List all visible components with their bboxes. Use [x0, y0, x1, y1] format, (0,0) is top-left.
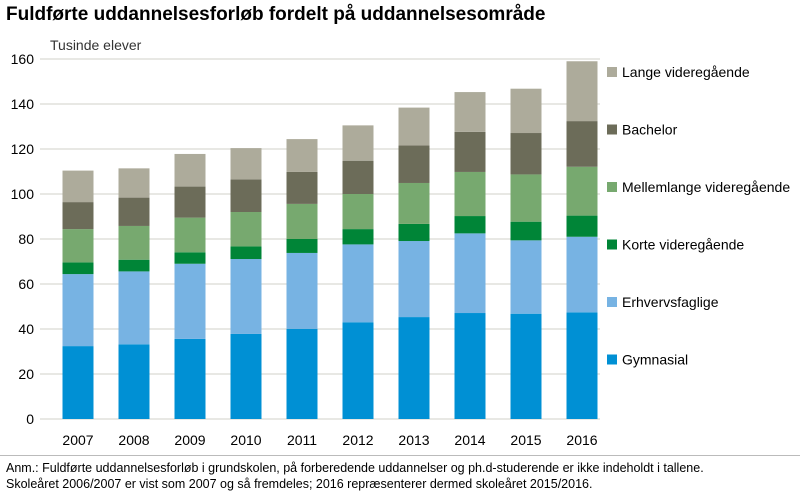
bar-segment	[230, 333, 262, 419]
x-tick-label: 2016	[566, 432, 597, 448]
bar-segment	[230, 212, 262, 247]
bar-segment	[510, 313, 542, 419]
bar-segment	[286, 328, 318, 419]
bar-segment	[566, 166, 598, 216]
bar-segment	[118, 168, 150, 198]
bar-segment	[510, 240, 542, 314]
bar-segment	[454, 313, 486, 419]
bar-segment	[286, 252, 318, 329]
bar-segment	[286, 171, 318, 204]
bar-segment	[118, 344, 150, 419]
bar-segment	[398, 241, 430, 318]
bar-segment	[174, 338, 206, 419]
x-tick-label: 2010	[230, 432, 261, 448]
y-tick-label: 100	[11, 186, 35, 202]
bar-segment	[118, 271, 150, 345]
bar-segment	[286, 239, 318, 253]
x-tick-label: 2012	[342, 432, 373, 448]
bar-segment	[566, 215, 598, 237]
bar-segment	[62, 274, 94, 347]
bar-segment	[454, 233, 486, 314]
legend-label: Lange videregående	[622, 64, 750, 80]
bar-segment	[118, 197, 150, 226]
stacked-bar-chart: 0 20 40 60 80 100 120 140 160 Tusinde elever 2007 2…	[11, 37, 791, 448]
bar-segment	[118, 225, 150, 260]
footnote-line-1: Anm.: Fuldførte uddannelsesforløb i grun…	[6, 461, 704, 475]
bar-segment	[566, 312, 598, 419]
y-tick-label: 0	[26, 411, 34, 427]
bar-segment	[398, 317, 430, 419]
y-tick-label: 140	[11, 96, 35, 112]
bar-segment	[174, 153, 206, 187]
x-tick-label: 2008	[118, 432, 149, 448]
bar-segment	[62, 202, 94, 230]
y-tick-label: 80	[18, 231, 34, 247]
legend-swatch	[607, 124, 617, 135]
bar-segment	[510, 174, 542, 222]
x-tick-label: 2014	[454, 432, 485, 448]
bar-segment	[230, 246, 262, 260]
bar-segment	[398, 182, 430, 224]
bar-segment	[230, 148, 262, 180]
bar-segment	[566, 121, 598, 167]
legend-swatch	[607, 239, 617, 250]
bar-segment	[118, 259, 150, 272]
legend-swatch	[607, 297, 617, 307]
legend-label: Mellemlange videregående	[622, 179, 790, 195]
y-axis-label: Tusinde elever	[50, 37, 142, 53]
y-tick-label: 40	[18, 321, 34, 337]
bar-segment	[342, 160, 374, 194]
bar-segment	[174, 252, 206, 264]
chart-title: Fuldførte uddannelsesforløb fordelt på u…	[6, 4, 546, 25]
bar-segment	[454, 216, 486, 234]
bar-segment	[454, 131, 486, 172]
bar-segment	[342, 125, 374, 161]
bar-segment	[230, 259, 262, 334]
bar-segment	[62, 170, 94, 203]
bar-segment	[62, 346, 94, 419]
bar-segment	[454, 92, 486, 132]
legend-label: Korte videregående	[622, 237, 744, 253]
x-tick-label: 2009	[174, 432, 205, 448]
y-tick-label: 160	[11, 51, 35, 67]
y-tick-label: 20	[18, 366, 34, 382]
bar-segment	[286, 139, 318, 172]
x-tick-label: 2013	[398, 432, 429, 448]
bar-segment	[342, 194, 374, 230]
bar-segment	[174, 186, 206, 218]
bar-segment	[510, 133, 542, 175]
bar-segment	[62, 229, 94, 263]
legend-label: Gymnasial	[622, 352, 688, 368]
legend-label: Bachelor	[622, 122, 678, 138]
bar-segment	[342, 322, 374, 419]
legend-swatch	[607, 354, 617, 365]
bar-segment	[342, 244, 374, 323]
bar-segment	[398, 145, 430, 183]
divider	[0, 455, 800, 456]
legend-swatch	[607, 67, 617, 77]
bar-segment	[510, 88, 542, 134]
x-tick-label: 2015	[510, 432, 541, 448]
y-tick-label: 60	[18, 276, 34, 292]
bar-segment	[230, 179, 262, 212]
bar-segment	[510, 221, 542, 241]
footnote-line-2: Skoleåret 2006/2007 er vist som 2007 og …	[6, 477, 593, 491]
bar-segment	[566, 61, 598, 122]
bar-segment	[398, 107, 430, 146]
bar-segment	[398, 223, 430, 242]
bar-segment	[286, 203, 318, 239]
y-tick-label: 120	[11, 141, 35, 157]
bar-segment	[174, 263, 206, 339]
bar-segment	[342, 229, 374, 245]
legend-swatch	[607, 182, 617, 192]
x-tick-label: 2011	[287, 432, 317, 448]
bar-segment	[174, 217, 206, 253]
bar-segment	[566, 236, 598, 313]
legend-label: Erhvervsfaglige	[622, 294, 719, 310]
x-tick-label: 2007	[62, 432, 93, 448]
bar-segment	[454, 171, 486, 217]
bar-segment	[62, 262, 94, 275]
footnote: Anm.: Fuldførte uddannelsesforløb i grun…	[6, 460, 704, 492]
